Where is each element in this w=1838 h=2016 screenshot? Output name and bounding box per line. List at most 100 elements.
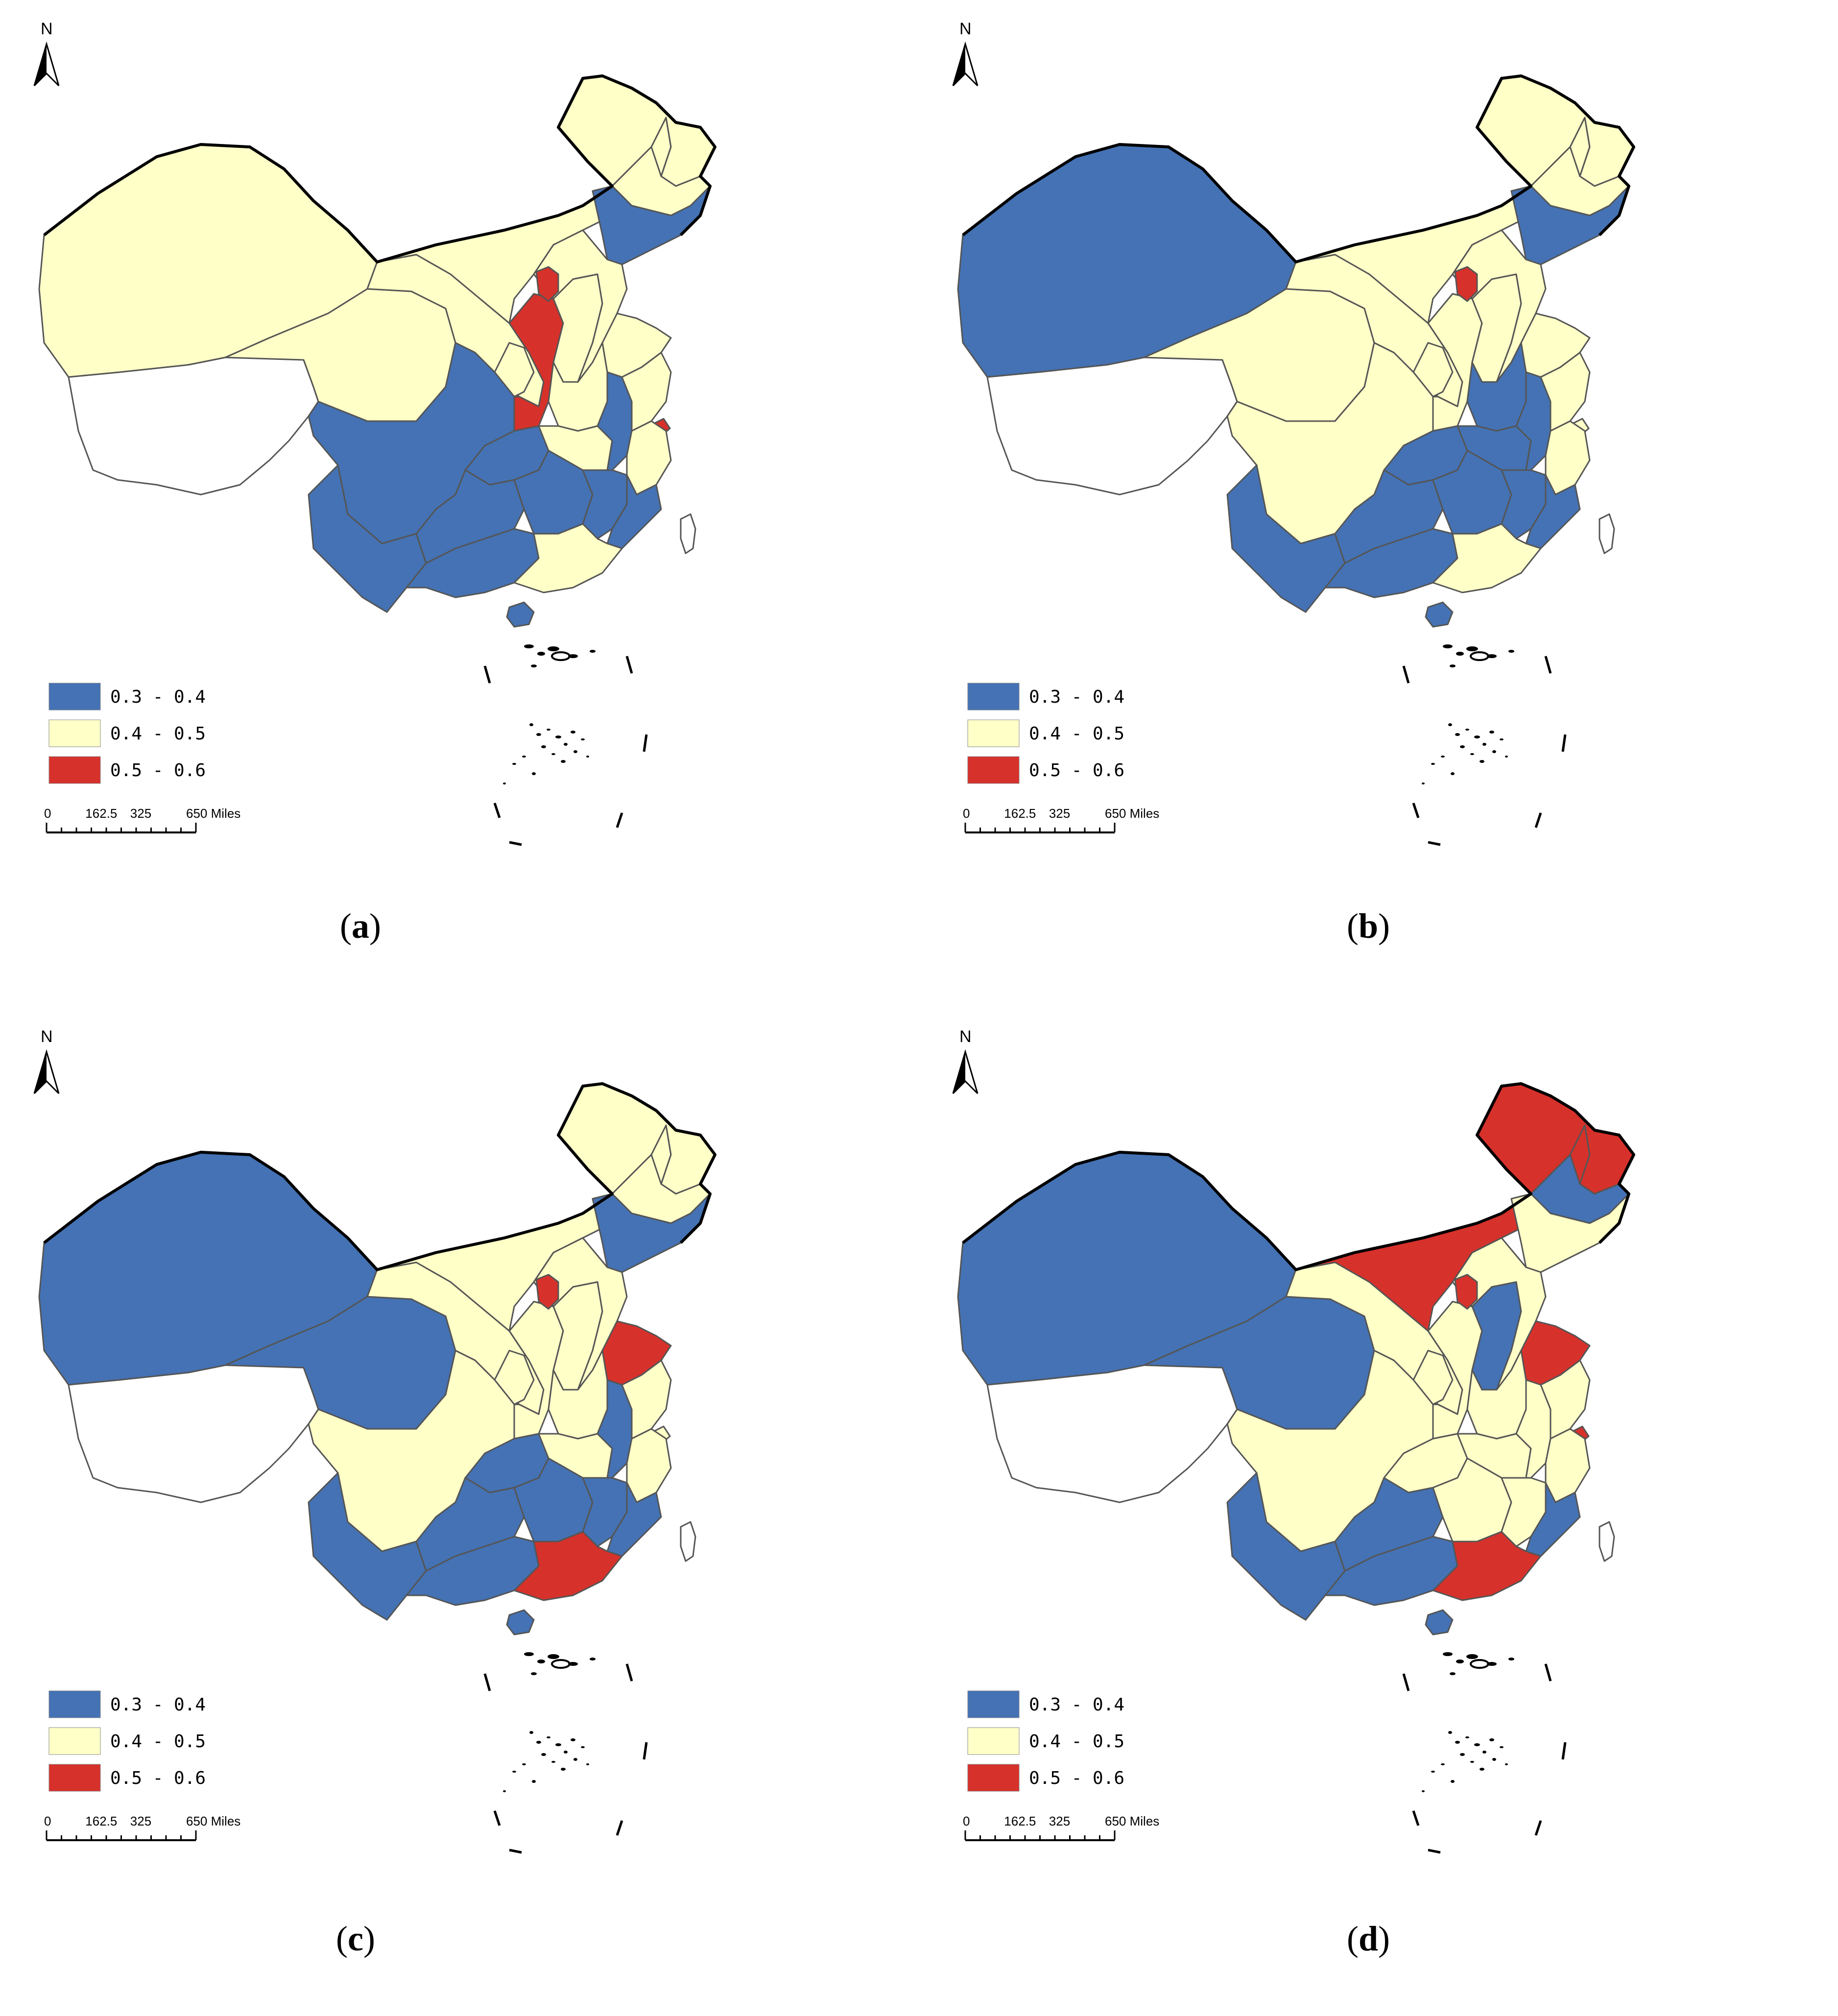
national-border	[962, 1082, 1635, 1271]
sea-boundary-dash	[1544, 1663, 1552, 1682]
scale-tick-label: 650 Miles	[186, 1814, 240, 1828]
islet	[537, 1660, 545, 1663]
region-guangdong	[1432, 1531, 1542, 1601]
islet	[551, 753, 555, 755]
scale-tick-label: 325	[1049, 1814, 1070, 1828]
islet	[1441, 756, 1445, 758]
sea-boundary-dash	[1544, 656, 1552, 674]
map-panel-c: N 0.3 - 0.4 0.4 - 0.5 0.5 - 0.6 0 162.5 325 650…	[0, 1008, 919, 2016]
caption-c: (c)	[336, 1919, 375, 1958]
islet	[1455, 733, 1460, 736]
islet	[522, 1763, 526, 1765]
islet	[1505, 756, 1508, 758]
islet	[1492, 750, 1496, 753]
islet	[1460, 745, 1465, 748]
region-hainan	[506, 601, 535, 628]
map-svg-b: N 0.3 - 0.4 0.4 - 0.5 0.5 - 0.6 0 162.5 325 650…	[952, 20, 1635, 846]
legend-label: 0.4 - 0.5	[110, 1731, 206, 1752]
map-panel-b: N 0.3 - 0.4 0.4 - 0.5 0.5 - 0.6 0 162.5 325 650…	[919, 0, 1838, 1008]
scale-bar: 0 162.5 325 650 Miles	[44, 1814, 240, 1841]
region-zhejiang	[626, 420, 672, 496]
islet	[1451, 772, 1455, 775]
region-zhejiang	[1545, 420, 1591, 496]
sea-boundary-dash	[493, 803, 501, 818]
islet	[1422, 1790, 1425, 1792]
legend: 0.3 - 0.4 0.4 - 0.5 0.5 - 0.6	[48, 1690, 206, 1792]
scale-tick-label: 162.5	[85, 806, 117, 821]
islet-outline	[551, 1659, 571, 1669]
islet	[1466, 1654, 1478, 1659]
islet	[561, 760, 566, 763]
region-guangdong	[1432, 523, 1542, 593]
islet	[532, 1780, 536, 1783]
scale-tick-label: 162.5	[1004, 806, 1036, 821]
caption-d: (d)	[1346, 1919, 1390, 1958]
sea-boundary-dash	[509, 841, 522, 846]
legend-swatch	[967, 1690, 1020, 1718]
north-arrow-icon	[33, 41, 60, 87]
sea-boundary-dash	[1428, 841, 1441, 846]
sea-boundary-dash	[509, 1849, 522, 1854]
islet	[1480, 760, 1484, 763]
region-jiangsu	[1540, 1359, 1591, 1440]
sea-boundary-dash	[483, 1673, 491, 1691]
scale-bar: 0 162.5 325 650 Miles	[963, 1814, 1159, 1841]
sea-boundary-dash	[1534, 1820, 1542, 1836]
islet	[564, 743, 568, 746]
islet	[1441, 1763, 1445, 1765]
north-arrow-icon	[952, 41, 979, 87]
region-fujian	[1525, 1482, 1581, 1557]
scale-bar: 0 162.5 325 650 Miles	[963, 806, 1159, 833]
islet	[541, 1753, 546, 1756]
legend-swatch	[48, 719, 101, 747]
islet	[1466, 646, 1478, 651]
map-body	[957, 1082, 1635, 1854]
region-guangdong	[513, 523, 623, 593]
islet	[541, 745, 546, 748]
islet	[512, 763, 516, 765]
scale-tick-label: 0	[963, 1814, 970, 1828]
islet	[547, 1736, 550, 1738]
islet	[531, 1672, 537, 1675]
islet	[586, 756, 589, 758]
region-zhejiang	[626, 1428, 672, 1503]
islet	[1450, 664, 1456, 667]
islet	[524, 1652, 534, 1656]
islet	[503, 783, 506, 784]
legend-swatch	[48, 683, 101, 711]
scale-tick-label: 650 Miles	[1105, 1814, 1159, 1828]
map-panel-d: N 0.3 - 0.4 0.4 - 0.5 0.5 - 0.6 0 162.5 325 650…	[919, 1008, 1838, 2016]
islet	[1431, 1771, 1435, 1773]
islet	[1448, 1731, 1452, 1734]
legend-label: 0.5 - 0.6	[1029, 760, 1124, 781]
legend-swatch	[48, 1727, 101, 1755]
legend-label: 0.4 - 0.5	[110, 724, 206, 744]
caption-a: (a)	[340, 906, 381, 946]
sea-boundary-dash	[643, 734, 648, 752]
north-label: N	[959, 1027, 972, 1046]
north-arrow-icon	[33, 1049, 60, 1094]
scale-tick-label: 650 Miles	[1105, 806, 1159, 821]
scale-tick-label: 0	[963, 806, 970, 821]
islet	[548, 646, 559, 651]
legend-label: 0.4 - 0.5	[1029, 724, 1124, 744]
islet	[532, 772, 536, 775]
map-body	[957, 74, 1635, 846]
islet	[1474, 735, 1480, 738]
region-hainan	[1425, 1609, 1454, 1636]
islet	[1500, 1746, 1504, 1748]
islet-outline	[551, 651, 571, 661]
region-beijing	[1454, 266, 1478, 302]
region-taiwan	[680, 513, 696, 554]
legend-swatch	[48, 756, 101, 784]
region-tibet	[68, 1345, 319, 1503]
islet	[1482, 1751, 1486, 1754]
region-taiwan	[680, 1521, 696, 1562]
scale-tick-label: 325	[1049, 806, 1070, 821]
islet	[1492, 1758, 1496, 1761]
islet	[571, 1738, 575, 1741]
sea-boundary-dash	[1402, 1673, 1410, 1691]
islet	[536, 1741, 541, 1744]
islet	[503, 1790, 506, 1792]
map-svg-c: N 0.3 - 0.4 0.4 - 0.5 0.5 - 0.6 0 162.5 325 650…	[33, 1027, 716, 1854]
